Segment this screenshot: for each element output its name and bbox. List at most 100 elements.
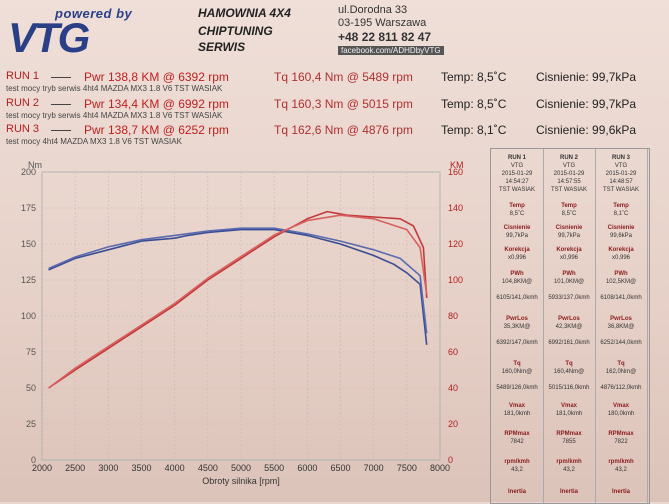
x-tick-label: 7500	[397, 463, 417, 473]
table-value: RUN 1	[507, 155, 526, 161]
company-line3: SERWIS	[198, 40, 246, 54]
table-value: x0,996	[559, 255, 578, 261]
table-column: RUN 2 VTG 2015-01-29 14:57:55 TST WASIAK Temp…	[543, 149, 596, 503]
run-3-pressure: Cisnienie: 99,6kPa	[536, 123, 637, 137]
table-value: 160,0Nm@	[501, 369, 533, 375]
table-value: 14:54:27	[505, 179, 529, 185]
run-2-line	[51, 104, 71, 105]
y-right-tick-label: 60	[448, 347, 458, 357]
x-tick-label: 6500	[330, 463, 350, 473]
table-value: 7842	[510, 439, 524, 445]
x-axis-label: Obroty silnika [rpm]	[202, 476, 280, 486]
y-right-tick-label: 160	[448, 167, 463, 177]
table-value: 5015/116,0kmh	[548, 385, 590, 391]
table-value: 36,8KM@	[607, 324, 635, 330]
table-label: Korekcja	[608, 247, 634, 253]
run-2-label: RUN 2	[6, 97, 40, 109]
dyno-chart: 2000 2500 3000 3500 4000 4500 5000 5500 6000 6500…	[21, 160, 464, 486]
table-value: VTG	[510, 163, 524, 169]
run-2-subtitle: test mocy tryb serwis 4ht4 MAZDA MX3 1.8…	[6, 111, 223, 120]
table-value: 8,1˚C	[613, 211, 629, 217]
run-1-row: RUN 1 Pwr 138,8 KM @ 6392 rpm Tq 160,4 N…	[6, 70, 666, 84]
table-label: Cisnienie	[503, 225, 531, 231]
table-label: RPMmax	[608, 431, 634, 437]
table-value: TST WASIAK	[550, 187, 587, 193]
table-value: RUN 3	[611, 155, 630, 161]
table-label: PwrLos	[610, 316, 632, 322]
x-tick-label: 6000	[297, 463, 317, 473]
series-line-2	[48, 227, 428, 334]
run-1-pressure: Cisnienie: 99,7kPa	[536, 70, 637, 84]
table-value: 42,3KM@	[555, 324, 583, 330]
table-label: Korekcja	[504, 247, 530, 253]
table-label: rpm/kmh	[504, 459, 530, 465]
table-value: 7822	[614, 439, 628, 445]
table-value: 14:48:57	[609, 179, 633, 185]
run-3-power: Pwr 138,7 KM @ 6252 rpm	[84, 123, 229, 137]
run-2-temp: Temp: 8,5˚C	[441, 97, 507, 111]
y-left-tick-label: 175	[21, 203, 36, 213]
y-right-tick-label: 20	[448, 419, 458, 429]
run-2-row: RUN 2 Pwr 134,4 KM @ 6992 rpm Tq 160,3 N…	[6, 97, 666, 111]
table-label: rpm/kmh	[608, 459, 634, 465]
table-value: RUN 2	[559, 155, 578, 161]
run-1-power: Pwr 138,8 KM @ 6392 rpm	[84, 70, 229, 84]
run-1-label: RUN 1	[6, 70, 40, 82]
table-value: 8,5˚C	[509, 211, 525, 217]
table-value: 99,7kPa	[505, 233, 529, 239]
run-2-torque: Tq 160,3 Nm @ 5015 rpm	[274, 97, 413, 111]
vtg-logo: VTG	[8, 14, 90, 61]
x-tick-label: 7000	[364, 463, 384, 473]
table-label: Vmax	[560, 403, 577, 409]
table-label: Vmax	[508, 403, 525, 409]
table-value: 99,6kPa	[609, 233, 633, 239]
table-column: RUN 3 VTG 2015-01-29 14:48:57 TST WASIAK Temp…	[595, 149, 648, 503]
table-label: Temp	[561, 203, 577, 209]
y-left-tick-label: 75	[26, 347, 36, 357]
run-3-row: RUN 3 Pwr 138,7 KM @ 6252 rpm Tq 162,6 N…	[6, 123, 666, 137]
table-label: Cisnienie	[555, 225, 583, 231]
y-right-tick-label: 120	[448, 239, 463, 249]
table-label: Temp	[613, 203, 629, 209]
run-3-line	[51, 130, 71, 131]
table-label: Tq	[617, 361, 625, 367]
results-table: RUN 1 VTG 2015-01-29 14:54:27 TST WASIAK Temp…	[490, 148, 650, 504]
table-label: Vmax	[612, 403, 629, 409]
company-name: HAMOWNIA 4X4	[198, 6, 291, 20]
table-value: 6105/141,0kmh	[496, 295, 538, 301]
table-label: Tq	[513, 361, 521, 367]
x-tick-label: 2000	[32, 463, 52, 473]
run-2-power: Pwr 134,4 KM @ 6992 rpm	[84, 97, 229, 111]
series-line-4	[48, 214, 428, 389]
table-label: Korekcja	[556, 247, 582, 253]
table-value: 7855	[562, 439, 576, 445]
y-right-axis-label: KM	[450, 160, 464, 170]
run-2-pressure: Cisnienie: 99,7kPa	[536, 97, 637, 111]
x-tick-label: 3500	[131, 463, 151, 473]
table-value: TST WASIAK	[602, 187, 639, 193]
y-left-tick-label: 100	[21, 311, 36, 321]
table-label: PwrLos	[506, 316, 528, 322]
table-value: TST WASIAK	[498, 187, 535, 193]
table-value: 181,0kmh	[555, 411, 583, 417]
table-value: VTG	[562, 163, 576, 169]
run-3-torque: Tq 162,6 Nm @ 4876 rpm	[274, 123, 413, 137]
table-value: 104,8KM@	[501, 279, 533, 285]
table-value: VTG	[614, 163, 628, 169]
table-value: 6992/161,0kmh	[548, 340, 590, 346]
y-left-tick-label: 150	[21, 239, 36, 249]
table-label: PWh	[510, 271, 524, 277]
y-left-tick-label: 25	[26, 419, 36, 429]
run-1-line	[51, 77, 71, 78]
table-label: PwrLos	[558, 316, 580, 322]
table-value: 6252/144,0kmh	[600, 340, 642, 346]
table-value: 180,0kmh	[607, 411, 635, 417]
table-value: 162,0Nm@	[605, 369, 637, 375]
table-value: 14:57:55	[557, 179, 581, 185]
table-value: 160,4Nm@	[553, 369, 585, 375]
x-tick-label: 4000	[165, 463, 185, 473]
table-value: 8,5˚C	[561, 211, 577, 217]
run-1-torque: Tq 160,4 Nm @ 5489 rpm	[274, 70, 413, 84]
table-value: 43,2	[615, 467, 627, 473]
table-value: 6392/147,0kmh	[496, 340, 538, 346]
